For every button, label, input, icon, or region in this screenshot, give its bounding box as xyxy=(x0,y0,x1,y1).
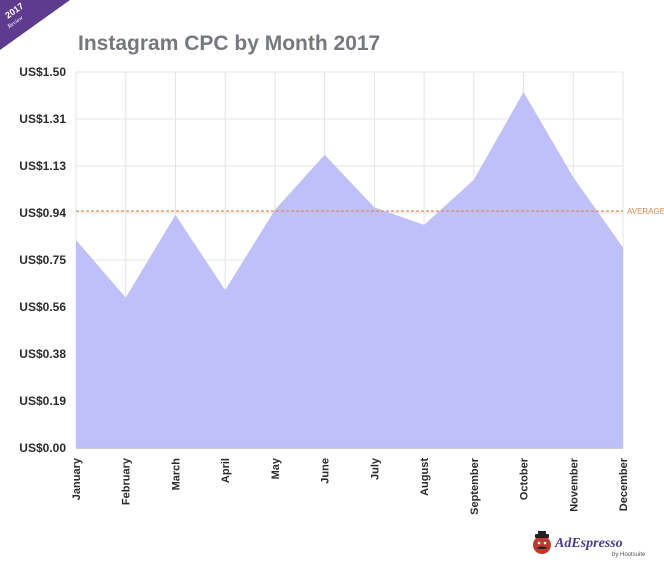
y-tick-label: US$0.38 xyxy=(19,347,66,361)
x-tick-label: July xyxy=(369,457,381,480)
average-label: AVERAGE xyxy=(627,207,664,216)
area-series xyxy=(75,92,624,448)
mascot-icon xyxy=(533,531,551,554)
y-tick-label: US$0.94 xyxy=(19,206,66,220)
chart-title: Instagram CPC by Month 2017 xyxy=(78,32,381,55)
x-tick-label: May xyxy=(270,457,282,479)
x-tick-label: October xyxy=(519,457,531,500)
x-tick-label: December xyxy=(618,457,630,511)
x-tick-label: September xyxy=(469,457,481,515)
x-axis: January February March April May June July Augu… xyxy=(71,457,630,515)
y-tick-label: US$0.19 xyxy=(19,394,66,408)
y-tick-label: US$1.31 xyxy=(19,112,66,126)
x-tick-label: April xyxy=(220,458,232,483)
y-tick-label: US$0.75 xyxy=(19,253,66,267)
x-tick-label: November xyxy=(568,457,580,512)
y-axis: US$0.00 US$0.19 US$0.38 US$0.56 US$0.75 US$0.… xyxy=(19,65,66,455)
y-tick-label: US$1.13 xyxy=(19,159,66,173)
x-tick-label: February xyxy=(121,457,133,505)
x-tick-label: March xyxy=(170,458,182,491)
review-badge: 2017 Review xyxy=(0,0,70,50)
average-line-group: AVERAGE xyxy=(76,207,664,216)
brand-byline: by Hootsuite xyxy=(612,552,646,558)
brand-name: AdEspresso xyxy=(554,536,623,551)
y-tick-label: US$0.56 xyxy=(19,300,66,314)
x-tick-label: June xyxy=(320,458,332,484)
y-tick-label: US$1.50 xyxy=(19,65,66,79)
x-tick-label: August xyxy=(419,458,431,496)
area-fill xyxy=(76,92,623,448)
x-tick-label: January xyxy=(71,457,83,500)
adespresso-logo: AdEspresso by Hootsuite xyxy=(533,531,646,558)
y-tick-label: US$0.00 xyxy=(19,441,66,455)
